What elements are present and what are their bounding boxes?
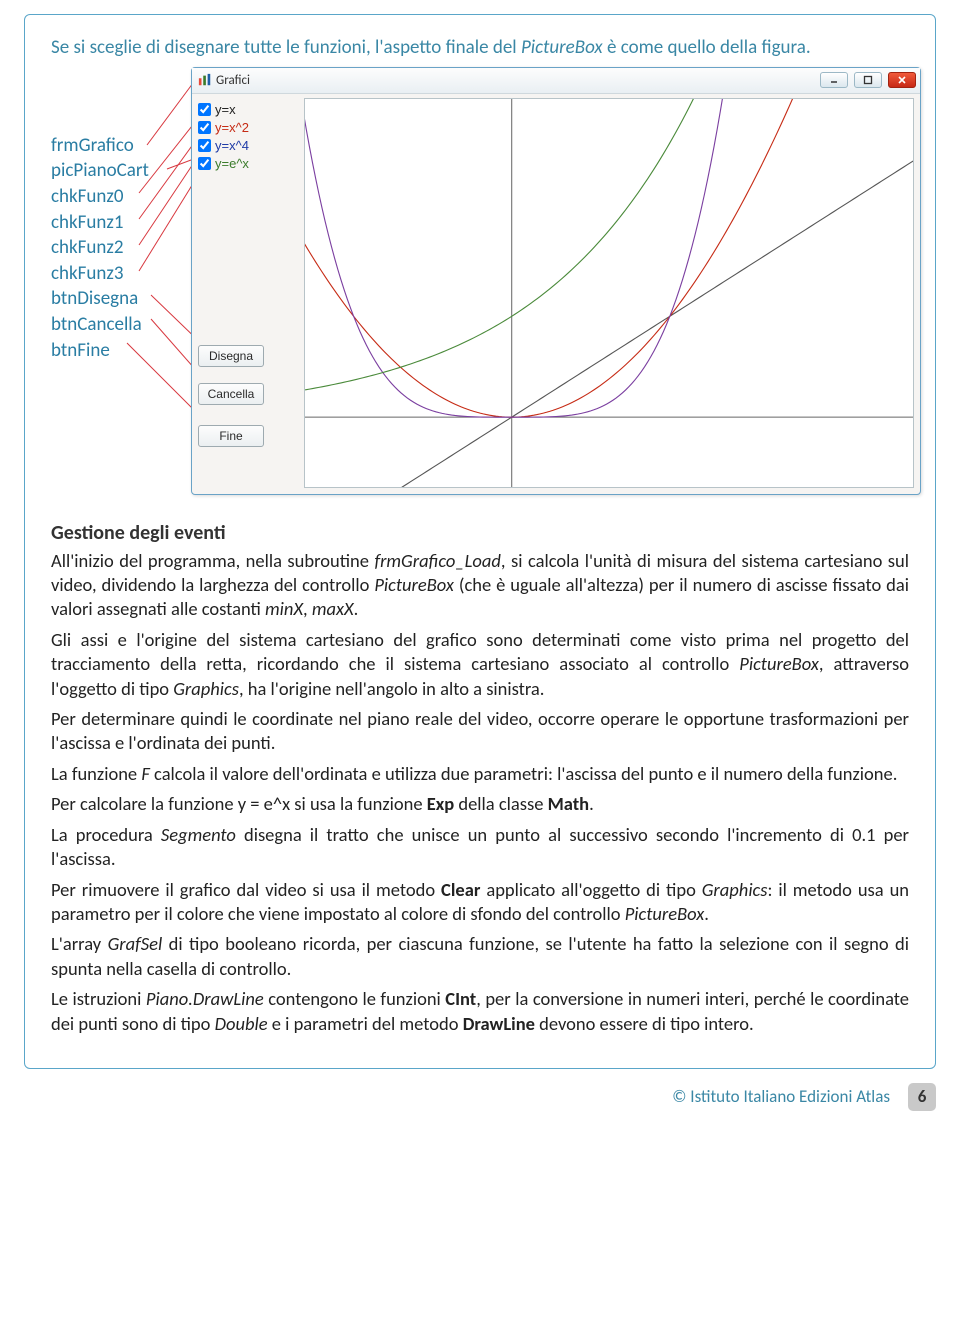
footer-text: © Istituto Italiano Edizioni Atlas: [672, 1086, 890, 1107]
label-btnDisegna: btnDisegna: [51, 286, 149, 312]
btn-fine[interactable]: Fine: [198, 425, 264, 447]
p5a: Per calcolare la funzione y = e^x si usa…: [51, 792, 427, 815]
p6b: Segmento: [161, 823, 236, 846]
para-5: Per calcolare la funzione y = e^x si usa…: [51, 792, 909, 816]
window-title: Grafici: [216, 73, 814, 88]
p9d: CInt: [445, 987, 476, 1010]
label-btnFine: btnFine: [51, 338, 149, 364]
p1i: .: [354, 597, 359, 620]
minimize-button[interactable]: [820, 72, 848, 88]
intro-ital: PictureBox: [521, 36, 603, 59]
chk-funz3-label: y=e^x: [215, 156, 249, 171]
p1d: PictureBox: [374, 573, 454, 596]
p9h: DrawLine: [463, 1012, 535, 1035]
p9g: e i parametri del metodo: [268, 1012, 463, 1035]
form-left-panel: y=x y=x^2 y=x^4 y=e^x Disegna Cancella F…: [192, 94, 304, 494]
chk-funz2[interactable]: y=x^4: [198, 138, 298, 153]
intro-suffix: è come quello della figura.: [603, 36, 811, 59]
chk-funz1-box[interactable]: [198, 121, 211, 134]
chk-funz1[interactable]: y=x^2: [198, 120, 298, 135]
picture-box: [304, 98, 914, 488]
chk-funz2-box[interactable]: [198, 139, 211, 152]
p1g: ,: [303, 597, 312, 620]
p4a: La funzione: [51, 762, 141, 785]
btn-disegna[interactable]: Disegna: [198, 345, 264, 367]
p9a: Le istruzioni: [51, 987, 146, 1010]
page-number: 6: [908, 1083, 936, 1111]
p1f: minX: [265, 597, 303, 620]
chart-svg: [305, 99, 913, 487]
para-7: Per rimuovere il grafico dal video si us…: [51, 878, 909, 927]
chk-funz0[interactable]: y=x: [198, 102, 298, 117]
p9i: devono essere di tipo intero.: [535, 1012, 754, 1035]
label-picPianoCart: picPianoCart: [51, 158, 149, 184]
p4b: F: [141, 762, 150, 785]
p9c: contengono le funzioni: [264, 987, 446, 1010]
form-body: y=x y=x^2 y=x^4 y=e^x Disegna Cancella F…: [192, 94, 920, 494]
para-6: La procedura Segmento disegna il tratto …: [51, 823, 909, 872]
intro-paragraph: Se si sceglie di disegnare tutte le funz…: [51, 35, 909, 61]
p9b: Piano.DrawLine: [146, 987, 264, 1010]
p4c: calcola il valore dell'ordinata e utiliz…: [150, 762, 898, 785]
spacer2: [198, 370, 298, 380]
p7b: Clear: [441, 878, 480, 901]
para-8: L'array GrafSel di tipo booleano ricorda…: [51, 932, 909, 981]
app-icon: [198, 73, 212, 87]
footer: © Istituto Italiano Edizioni Atlas 6: [0, 1077, 960, 1125]
p8b: GrafSel: [108, 932, 163, 955]
callout-labels: frmGrafico picPianoCart chkFunz0 chkFunz…: [51, 133, 149, 364]
para-2: Gli assi e l'origine del sistema cartesi…: [51, 628, 909, 701]
para-1: All'inizio del programma, nella subrouti…: [51, 549, 909, 622]
label-frmGrafico: frmGrafico: [51, 133, 149, 159]
titlebar: Grafici: [192, 68, 920, 94]
section-title: Gestione degli eventi: [51, 521, 909, 545]
chk-funz3[interactable]: y=e^x: [198, 156, 298, 171]
chk-funz0-label: y=x: [215, 102, 236, 117]
chk-funz3-box[interactable]: [198, 157, 211, 170]
p8c: di tipo booleano ricorda, per ciascuna f…: [51, 932, 909, 979]
maximize-button[interactable]: [854, 72, 882, 88]
label-chkFunz1: chkFunz1: [51, 210, 149, 236]
p1b: frmGrafico_Load: [374, 549, 500, 572]
para-9: Le istruzioni Piano.DrawLine contengono …: [51, 987, 909, 1036]
spacer3: [198, 408, 298, 422]
p8a: L'array: [51, 932, 108, 955]
p5e: .: [589, 792, 594, 815]
btn-cancella[interactable]: Cancella: [198, 383, 264, 405]
p2e: , ha l'origine nell'angolo in alto a sin…: [239, 677, 545, 700]
p7f: PictureBox: [625, 902, 705, 925]
hero-figure: frmGrafico picPianoCart chkFunz0 chkFunz…: [51, 67, 909, 507]
p7g: .: [704, 902, 709, 925]
close-button[interactable]: [888, 72, 916, 88]
p5d: Math: [548, 792, 589, 815]
chk-funz2-label: y=x^4: [215, 138, 249, 153]
intro-prefix: Se si sceglie di disegnare tutte le funz…: [51, 36, 521, 59]
p2b: PictureBox: [739, 652, 819, 675]
p7d: Graphics: [702, 878, 768, 901]
chk-funz1-label: y=x^2: [215, 120, 249, 135]
p7c: applicato all'oggetto di tipo: [480, 878, 701, 901]
p1h: maxX: [312, 597, 354, 620]
p7a: Per rimuovere il grafico dal video si us…: [51, 878, 441, 901]
page-frame: Se si sceglie di disegnare tutte le funz…: [24, 14, 936, 1069]
p5c: della classe: [454, 792, 547, 815]
p5b: Exp: [427, 792, 454, 815]
label-chkFunz2: chkFunz2: [51, 235, 149, 261]
chk-funz0-box[interactable]: [198, 103, 211, 116]
label-btnCancella: btnCancella: [51, 312, 149, 338]
p2d: Graphics: [173, 677, 239, 700]
p6a: La procedura: [51, 823, 161, 846]
para-4: La funzione F calcola il valore dell'ord…: [51, 762, 909, 786]
p9f: Double: [215, 1012, 268, 1035]
form-window: Grafici y=x y=x^2 y=x^4 y=e^x Disegna Ca…: [191, 67, 921, 495]
para-3: Per determinare quindi le coordinate nel…: [51, 707, 909, 756]
label-chkFunz0: chkFunz0: [51, 184, 149, 210]
spacer: [198, 174, 298, 342]
p1a: All'inizio del programma, nella subrouti…: [51, 549, 374, 572]
label-chkFunz3: chkFunz3: [51, 261, 149, 287]
